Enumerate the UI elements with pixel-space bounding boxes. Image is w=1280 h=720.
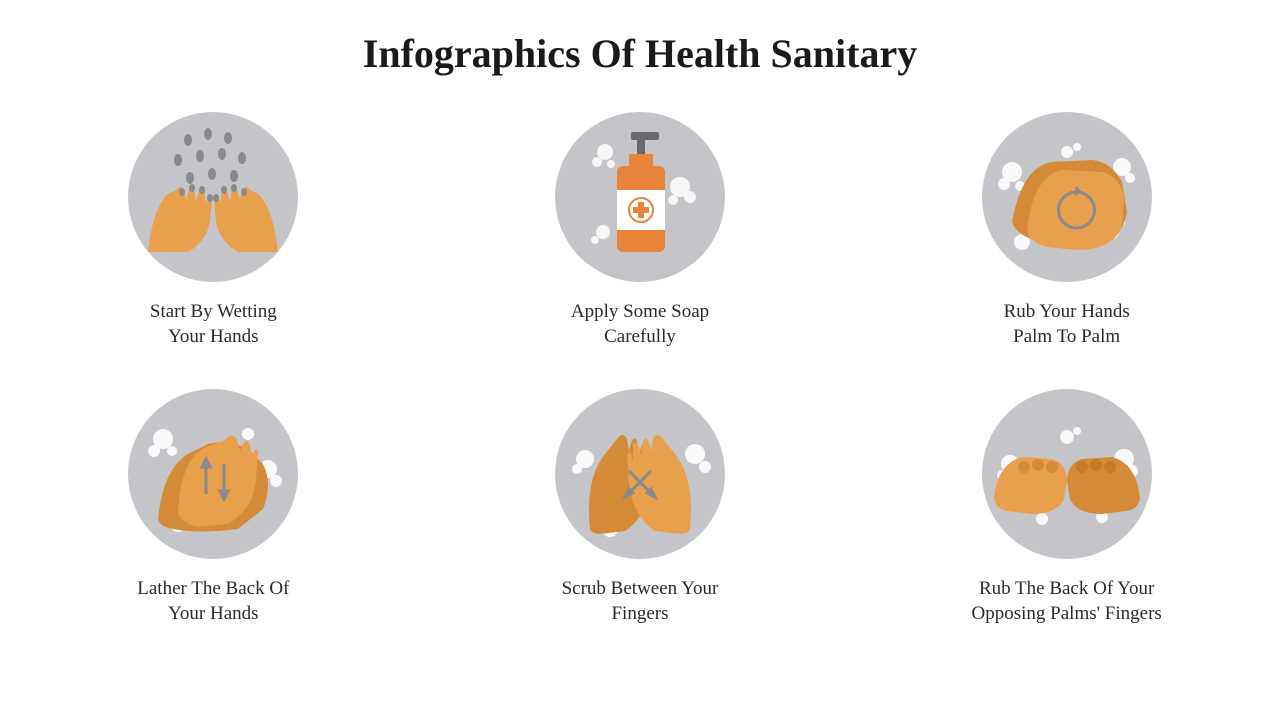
step-wet-hands: Start By Wetting Your Hands — [90, 112, 337, 349]
step-caption: Rub Your Hands Palm To Palm — [1004, 300, 1130, 349]
step-caption: Apply Some Soap Carefully — [571, 300, 709, 349]
back-opposing-icon — [982, 389, 1152, 559]
step-palm-to-palm: Rub Your Hands Palm To Palm — [943, 112, 1190, 349]
step-caption: Lather The Back Of Your Hands — [137, 577, 289, 626]
step-caption: Rub The Back Of Your Opposing Palms' Fin… — [972, 577, 1162, 626]
apply-soap-icon — [555, 112, 725, 282]
step-lather-back: Lather The Back Of Your Hands — [90, 389, 337, 626]
lather-back-icon — [128, 389, 298, 559]
step-scrub-fingers: Scrub Between Your Fingers — [517, 389, 764, 626]
steps-grid: Start By Wetting Your Hands — [90, 112, 1190, 627]
step-caption: Scrub Between Your Fingers — [562, 577, 719, 626]
palm-to-palm-icon — [982, 112, 1152, 282]
wet-hands-icon — [128, 112, 298, 282]
page-title: Infographics Of Health Sanitary — [363, 30, 917, 77]
step-back-opposing: Rub The Back Of Your Opposing Palms' Fin… — [943, 389, 1190, 626]
scrub-fingers-icon — [555, 389, 725, 559]
step-apply-soap: Apply Some Soap Carefully — [517, 112, 764, 349]
step-caption: Start By Wetting Your Hands — [150, 300, 277, 349]
